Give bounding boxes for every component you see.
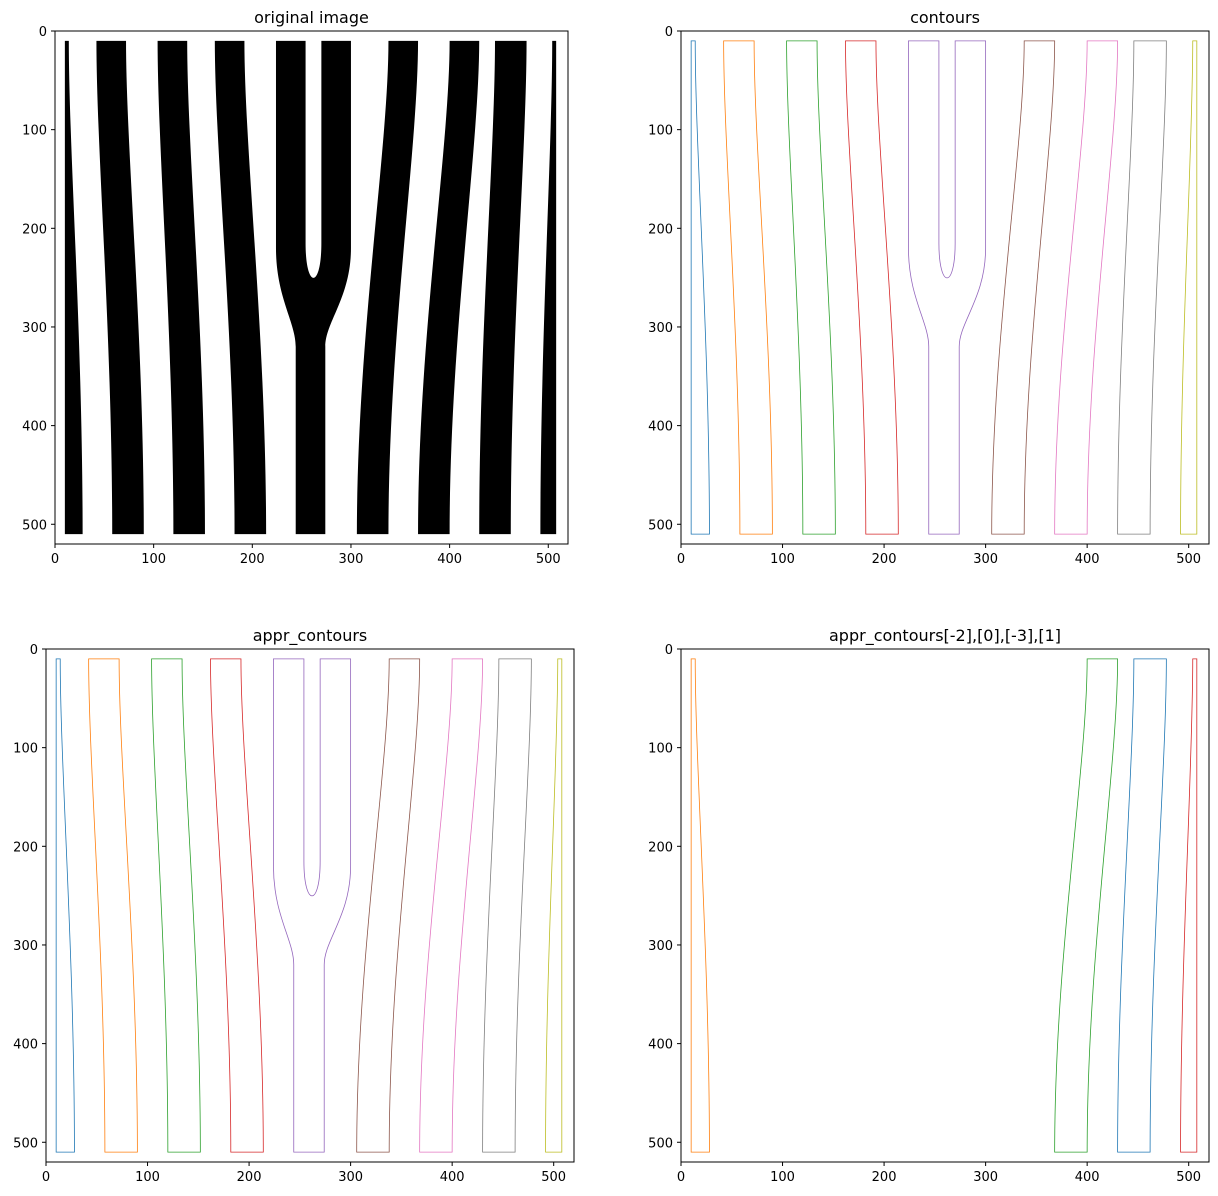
x-tick-label: 0 [51, 552, 59, 567]
contour-line [1054, 40, 1119, 535]
x-tick-label: 100 [141, 552, 166, 567]
x-tick-label: 100 [770, 552, 795, 567]
axes-frame [54, 30, 569, 545]
black-stripe [96, 40, 144, 535]
y-tick-label: 500 [648, 518, 673, 533]
contour-line [273, 658, 352, 1153]
image-area [64, 40, 557, 535]
contour-line [55, 658, 75, 1153]
contour-lines [690, 40, 1198, 535]
contour-lines [55, 658, 563, 1153]
contour-line [545, 658, 563, 1153]
y-tick-label: 500 [13, 1136, 38, 1151]
y-tick-label: 0 [30, 643, 38, 658]
contour-line [1180, 658, 1198, 1153]
contour-lines [690, 658, 1198, 1153]
x-tick-label: 500 [536, 552, 561, 567]
panel-title: original image [254, 8, 369, 27]
x-tick-label: 300 [973, 552, 998, 567]
y-tick-label: 300 [648, 939, 673, 954]
x-tick-label: 200 [872, 552, 897, 567]
black-stripe [157, 40, 205, 535]
appr-contours-panel: appr_contours 0 100 200 300 400 500 0 100 200 300… [13, 626, 575, 1185]
y-tick-label: 0 [39, 25, 47, 40]
contour-line [690, 658, 710, 1153]
contours-panel: contours 0 100 200 300 400 500 0 100 200 300 400 50… [648, 8, 1210, 567]
x-tick-label: 0 [677, 552, 685, 567]
x-tick-label: 500 [1176, 1170, 1201, 1185]
x-tick-label: 100 [770, 1170, 795, 1185]
y-tick-label: 400 [648, 420, 673, 435]
y-tick-label: 500 [22, 518, 47, 533]
axes-frame [45, 648, 575, 1163]
contour-line [1117, 40, 1167, 535]
x-tick-label: 400 [440, 1170, 465, 1185]
x-tick-label: 400 [1075, 1170, 1100, 1185]
y-tick-label: 300 [648, 321, 673, 336]
x-tick-label: 300 [339, 552, 364, 567]
x-tick-label: 0 [677, 1170, 685, 1185]
y-tick-label: 200 [22, 222, 47, 237]
axes-frame [680, 648, 1210, 1163]
y-tick-label: 100 [13, 742, 38, 757]
contour-line [419, 658, 484, 1153]
x-tick-label: 500 [1176, 552, 1201, 567]
x-tick-label: 300 [338, 1170, 363, 1185]
appr-contours-subset-panel: appr_contours[-2],[0],[-3],[1] 0 100 200 30… [648, 626, 1210, 1185]
contour-line [1054, 658, 1119, 1153]
black-stripe [418, 40, 480, 535]
y-tick-label: 200 [648, 222, 673, 237]
contour-line [210, 658, 264, 1153]
y-tick-label: 400 [22, 420, 47, 435]
contour-line [690, 40, 710, 535]
x-tick-label: 0 [42, 1170, 50, 1185]
contour-line [908, 40, 987, 535]
black-stripe [479, 40, 527, 535]
contour-line [88, 658, 138, 1153]
y-tick-label: 200 [13, 840, 38, 855]
black-stripe [540, 40, 557, 535]
contour-line [786, 40, 836, 535]
x-tick-label: 500 [541, 1170, 566, 1185]
y-tick-label: 200 [648, 840, 673, 855]
y-tick-label: 0 [665, 643, 673, 658]
y-tick-label: 100 [648, 124, 673, 139]
x-tick-label: 200 [240, 552, 265, 567]
panel-title: appr_contours[-2],[0],[-3],[1] [829, 626, 1061, 646]
y-tick-label: 100 [648, 742, 673, 757]
y-tick-label: 400 [13, 1038, 38, 1053]
contour-line [991, 40, 1056, 535]
black-stripe [214, 40, 267, 535]
y-tick-label: 100 [22, 124, 47, 139]
contour-line [845, 40, 899, 535]
y-tick-label: 400 [648, 1038, 673, 1053]
x-tick-label: 300 [973, 1170, 998, 1185]
contour-line [151, 658, 201, 1153]
contour-line [1180, 40, 1198, 535]
x-tick-label: 100 [135, 1170, 160, 1185]
x-tick-label: 200 [237, 1170, 262, 1185]
x-tick-label: 400 [1075, 552, 1100, 567]
original-image-panel: original image 0 100 200 300 400 500 0 100 200 30… [22, 8, 569, 567]
panel-title: contours [910, 8, 980, 27]
contour-line [723, 40, 773, 535]
contour-line [482, 658, 532, 1153]
y-tick-label: 300 [22, 321, 47, 336]
contour-line [356, 658, 421, 1153]
black-stripe [275, 40, 351, 535]
y-tick-label: 300 [13, 939, 38, 954]
panel-title: appr_contours [253, 626, 368, 646]
contour-line [1117, 658, 1167, 1153]
x-tick-label: 200 [872, 1170, 897, 1185]
x-tick-label: 400 [437, 552, 462, 567]
y-tick-label: 0 [665, 25, 673, 40]
axes-frame [680, 30, 1210, 545]
black-stripe [64, 40, 83, 535]
black-stripe [356, 40, 419, 535]
y-tick-label: 500 [648, 1136, 673, 1151]
